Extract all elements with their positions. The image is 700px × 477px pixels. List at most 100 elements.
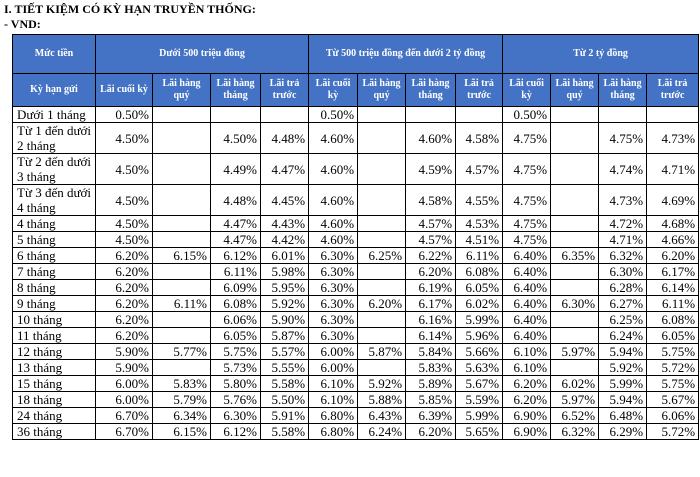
empty-cell xyxy=(598,106,648,123)
empty-cell xyxy=(152,359,211,376)
empty-cell xyxy=(357,122,407,154)
empty-cell xyxy=(550,263,600,280)
rate-cell: 6.90% xyxy=(502,407,552,424)
rate-cell: 6.20% xyxy=(95,263,153,280)
table-row: 18 tháng 6.00% 5.79% 5.76% 5.50% 6.10% 5.88% 5.… xyxy=(12,391,700,408)
empty-cell xyxy=(357,106,407,123)
rate-cell: 6.25% xyxy=(357,247,407,264)
rate-cell: 4.42% xyxy=(259,231,310,248)
empty-cell xyxy=(152,327,211,344)
term-cell: 15 tháng xyxy=(12,375,96,392)
rate-cell: 6.30% xyxy=(598,263,648,280)
rate-cell: 6.00% xyxy=(308,359,359,376)
rate-cell: 4.75% xyxy=(502,122,552,154)
rate-cell: 5.96% xyxy=(455,327,504,344)
rate-cell: 0.50% xyxy=(502,106,552,123)
column-header: Lãi hàng quý xyxy=(357,73,407,107)
rate-cell: 6.24% xyxy=(598,327,648,344)
table-row: Từ 2 đến dưới 3 tháng 4.50% 4.49% 4.47% 4.60… xyxy=(12,153,700,185)
rate-cell: 6.10% xyxy=(502,343,552,360)
term-cell: 11 tháng xyxy=(12,327,96,344)
rate-cell: 6.20% xyxy=(357,295,407,312)
term-cell: Từ 1 đến dưới 2 tháng xyxy=(12,122,96,154)
rate-cell: 6.20% xyxy=(405,263,457,280)
rate-cell: 6.35% xyxy=(550,247,600,264)
rate-cell: 4.71% xyxy=(646,153,700,185)
rate-cell: 6.11% xyxy=(152,295,211,312)
table-row: 4 tháng 4.50% 4.47% 4.43% 4.60% 4.57% 4.53% 4.7… xyxy=(12,215,700,232)
rate-cell: 6.10% xyxy=(308,375,359,392)
rate-cell: 4.57% xyxy=(405,231,457,248)
rate-cell: 5.94% xyxy=(598,343,648,360)
empty-cell xyxy=(152,215,211,232)
column-header: Lãi hàng tháng xyxy=(405,73,457,107)
rate-cell: 6.12% xyxy=(210,423,261,440)
empty-cell xyxy=(357,311,407,328)
rate-cell: 5.75% xyxy=(210,343,261,360)
rate-cell: 6.20% xyxy=(95,327,153,344)
rate-cell: 5.75% xyxy=(646,343,700,360)
rate-cell: 4.47% xyxy=(259,153,310,185)
subtitle: - VND: xyxy=(4,17,41,31)
rate-cell: 4.75% xyxy=(598,122,648,154)
rate-cell: 5.92% xyxy=(598,359,648,376)
rate-cell: 6.00% xyxy=(308,343,359,360)
rate-cell: 6.20% xyxy=(502,391,552,408)
rate-cell: 6.15% xyxy=(152,247,211,264)
rate-cell: 5.75% xyxy=(646,375,700,392)
rate-cell: 6.52% xyxy=(550,407,600,424)
table-row: 5 tháng 4.50% 4.47% 4.42% 4.60% 4.57% 4.51% 4.7… xyxy=(12,231,700,248)
table-row: 7 tháng 6.20% 6.11% 5.98% 6.30% 6.20% 6.08% 6.4… xyxy=(12,263,700,280)
rate-cell: 6.11% xyxy=(455,247,504,264)
term-cell: 36 tháng xyxy=(12,423,96,440)
rate-cell: 5.90% xyxy=(95,343,153,360)
rate-cell: 5.72% xyxy=(646,359,700,376)
empty-cell xyxy=(357,153,407,185)
rate-cell: 4.58% xyxy=(405,184,457,216)
term-cell: 4 tháng xyxy=(12,215,96,232)
amount-label: Mức tiền xyxy=(12,34,96,74)
column-header: Lãi hàng tháng xyxy=(210,73,261,107)
rate-cell: 5.92% xyxy=(357,375,407,392)
term-cell: 9 tháng xyxy=(12,295,96,312)
column-header: Lãi hàng quý xyxy=(550,73,600,107)
rate-cell: 6.09% xyxy=(210,279,261,296)
rate-cell: 6.20% xyxy=(646,247,700,264)
rate-cell: 4.73% xyxy=(598,184,648,216)
rate-cell: 4.75% xyxy=(502,231,552,248)
empty-cell xyxy=(550,153,600,185)
rate-cell: 6.40% xyxy=(502,279,552,296)
rate-cell: 5.72% xyxy=(646,423,700,440)
rate-cell: 5.99% xyxy=(598,375,648,392)
rate-cell: 4.75% xyxy=(502,153,552,185)
rate-cell: 6.01% xyxy=(259,247,310,264)
empty-cell xyxy=(550,215,600,232)
rate-cell: 6.80% xyxy=(308,407,359,424)
rate-cell: 6.08% xyxy=(455,263,504,280)
rate-cell: 6.05% xyxy=(646,327,700,344)
title: I. TIẾT KIỆM CÓ KỲ HẠN TRUYỀN THỐNG: xyxy=(4,2,256,16)
rate-cell: 6.30% xyxy=(308,327,359,344)
term-cell: 6 tháng xyxy=(12,247,96,264)
rate-cell: 6.19% xyxy=(405,279,457,296)
rate-cell: 4.74% xyxy=(598,153,648,185)
rate-cell: 6.40% xyxy=(502,247,552,264)
rate-cell: 6.30% xyxy=(210,407,261,424)
empty-cell xyxy=(357,327,407,344)
group-header: Từ 500 triệu đồng đến dưới 2 tỷ đồng xyxy=(308,34,504,74)
rate-cell: 6.28% xyxy=(598,279,648,296)
rate-cell: 5.84% xyxy=(405,343,457,360)
rate-cell: 6.30% xyxy=(308,295,359,312)
rate-cell: 5.97% xyxy=(550,391,600,408)
rate-cell: 6.14% xyxy=(405,327,457,344)
rate-cell: 4.50% xyxy=(95,122,153,154)
empty-cell xyxy=(152,122,211,154)
rate-cell: 6.14% xyxy=(646,279,700,296)
rate-cell: 6.34% xyxy=(152,407,211,424)
rate-cell: 4.60% xyxy=(308,215,359,232)
empty-cell xyxy=(357,359,407,376)
empty-cell xyxy=(357,231,407,248)
rate-cell: 6.17% xyxy=(646,263,700,280)
rate-cell: 4.50% xyxy=(95,215,153,232)
